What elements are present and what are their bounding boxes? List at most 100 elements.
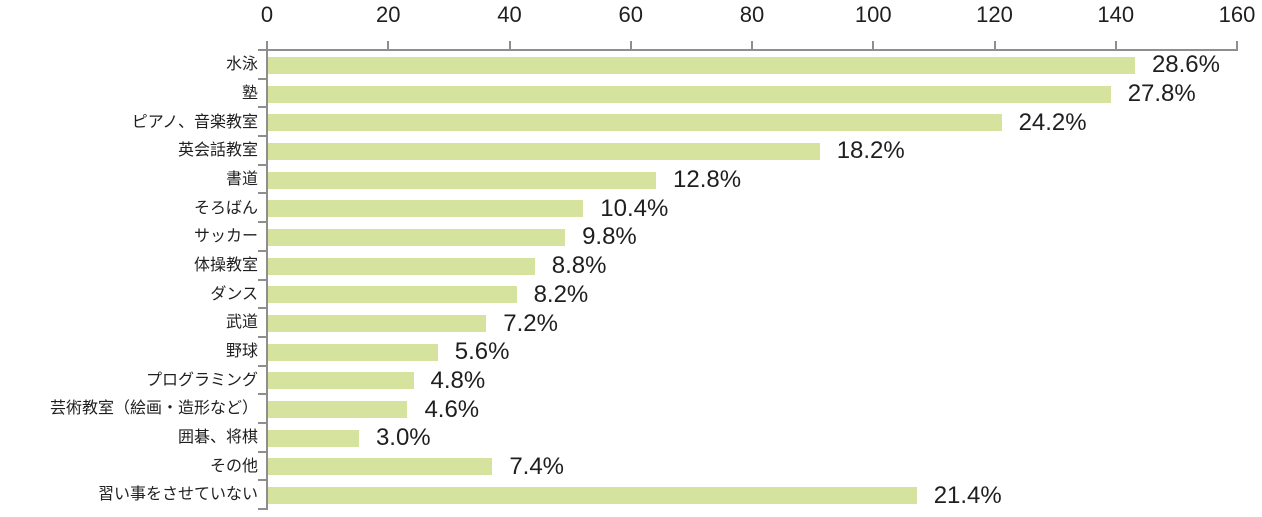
- bar-row: 囲碁、将棋 3.0%: [0, 424, 1262, 453]
- y-axis-tick-mark: [258, 479, 266, 482]
- x-axis-tick-label: 60: [618, 2, 643, 27]
- bar-track: 7.2%: [268, 310, 558, 338]
- x-axis-tick-mark: [387, 41, 390, 49]
- category-label: 武道: [225, 314, 258, 332]
- y-axis-tick-mark: [258, 106, 266, 109]
- y-axis-tick-mark: [258, 221, 266, 224]
- category-label: ダンス: [210, 285, 258, 303]
- y-axis-tick-mark: [258, 450, 266, 453]
- bar-track: 4.8%: [268, 367, 485, 395]
- category-label: 野球: [225, 343, 258, 361]
- bar: [268, 286, 517, 304]
- x-axis-tick-label: 20: [376, 2, 401, 27]
- category-label: サッカー: [193, 228, 258, 246]
- bar-track: 21.4%: [268, 482, 1002, 510]
- value-label: 12.8%: [673, 166, 742, 194]
- category-label: 水泳: [225, 56, 258, 74]
- x-axis-tick-label: 80: [739, 2, 765, 27]
- bar-row: 野球 5.6%: [0, 338, 1262, 367]
- bar-row: ダンス 8.2%: [0, 281, 1262, 310]
- y-axis-tick-mark: [258, 335, 266, 338]
- value-label: 4.8%: [430, 366, 486, 394]
- y-axis-tick-mark: [258, 49, 266, 51]
- bar-row: ピアノ、音楽教室 24.2%: [0, 108, 1262, 137]
- bar-track: 27.8%: [268, 80, 1196, 108]
- bar: [268, 458, 493, 476]
- bar: [268, 142, 820, 160]
- category-label: 体操教室: [193, 256, 258, 274]
- x-axis-tick-mark: [1236, 41, 1238, 49]
- bar: [268, 257, 535, 275]
- bar-row: 武道 7.2%: [0, 309, 1262, 338]
- x-axis-tick-label: 40: [497, 2, 522, 27]
- value-label: 18.2%: [836, 137, 905, 165]
- bar-row: 体操教室 8.8%: [0, 252, 1262, 281]
- bar-row: 水泳 28.6%: [0, 51, 1262, 80]
- bar-row: そろばん 10.4%: [0, 194, 1262, 223]
- y-axis-tick-mark: [258, 163, 266, 166]
- x-axis-tick-mark: [993, 41, 996, 49]
- x-axis-tick-mark: [508, 41, 511, 49]
- x-axis-tick-label: 140: [1097, 2, 1135, 27]
- bar-track: 24.2%: [268, 109, 1087, 137]
- x-axis-tick-mark: [751, 41, 753, 49]
- bar: [268, 487, 917, 505]
- x-axis-line: [266, 49, 1238, 51]
- bar-track: 3.0%: [268, 424, 431, 452]
- value-label: 28.6%: [1151, 51, 1220, 79]
- bar-track: 5.6%: [268, 338, 509, 366]
- bar-track: 7.4%: [268, 453, 564, 481]
- y-axis-tick-mark: [258, 77, 266, 80]
- x-axis-tick-mark: [1114, 41, 1117, 49]
- value-label: 8.2%: [533, 280, 589, 308]
- x-axis-tick-label: 100: [854, 2, 892, 27]
- bar-row: 英会話教室 18.2%: [0, 137, 1262, 166]
- bar-track: 12.8%: [268, 166, 741, 194]
- category-label: プログラミング: [145, 371, 258, 389]
- value-label: 4.6%: [424, 395, 480, 423]
- category-label: 習い事をさせていない: [97, 486, 258, 504]
- bar: [268, 56, 1135, 74]
- bar-track: 9.8%: [268, 223, 637, 251]
- bar: [268, 171, 656, 189]
- category-label: 塾: [241, 84, 258, 102]
- bar: [268, 401, 408, 419]
- x-axis-tick-mark: [872, 41, 875, 49]
- value-label: 5.6%: [454, 338, 510, 366]
- bar-track: 8.2%: [268, 281, 588, 309]
- category-label: 書道: [225, 170, 258, 188]
- value-label: 8.8%: [551, 252, 607, 280]
- bar-track: 10.4%: [268, 195, 668, 223]
- y-axis-tick-mark: [258, 192, 266, 195]
- bar: [268, 343, 438, 361]
- bar-row: プログラミング 4.8%: [0, 367, 1262, 396]
- category-label: 囲碁、将棋: [177, 429, 258, 447]
- category-label: そろばん: [193, 199, 258, 217]
- value-label: 9.8%: [582, 223, 637, 251]
- value-label: 24.2%: [1018, 108, 1087, 136]
- y-axis-tick-mark: [258, 508, 266, 510]
- bar: [268, 315, 487, 333]
- bar: [268, 114, 1002, 132]
- x-axis-tick-label: 120: [976, 2, 1013, 27]
- bar-row: サッカー 9.8%: [0, 223, 1262, 252]
- bar-row: 習い事をさせていない 21.4%: [0, 481, 1262, 510]
- bar-row: 塾 27.8%: [0, 80, 1262, 109]
- y-axis-line: [266, 49, 268, 510]
- x-axis-tick-label: 160: [1218, 2, 1256, 27]
- bar-track: 8.8%: [268, 252, 606, 280]
- y-axis-tick-mark: [258, 278, 266, 281]
- x-axis-tick-mark: [629, 41, 632, 49]
- category-label: 芸術教室（絵画・造形など）: [49, 400, 258, 418]
- value-label: 7.2%: [503, 309, 558, 337]
- category-label: 英会話教室: [177, 142, 258, 160]
- bar: [268, 228, 566, 246]
- bar: [268, 85, 1111, 103]
- y-axis-tick-mark: [258, 364, 266, 367]
- bar-row: その他 7.4%: [0, 453, 1262, 482]
- bar: [268, 429, 359, 447]
- category-label: その他: [209, 457, 258, 475]
- y-axis-tick-mark: [258, 421, 266, 424]
- y-axis-tick-mark: [258, 307, 266, 310]
